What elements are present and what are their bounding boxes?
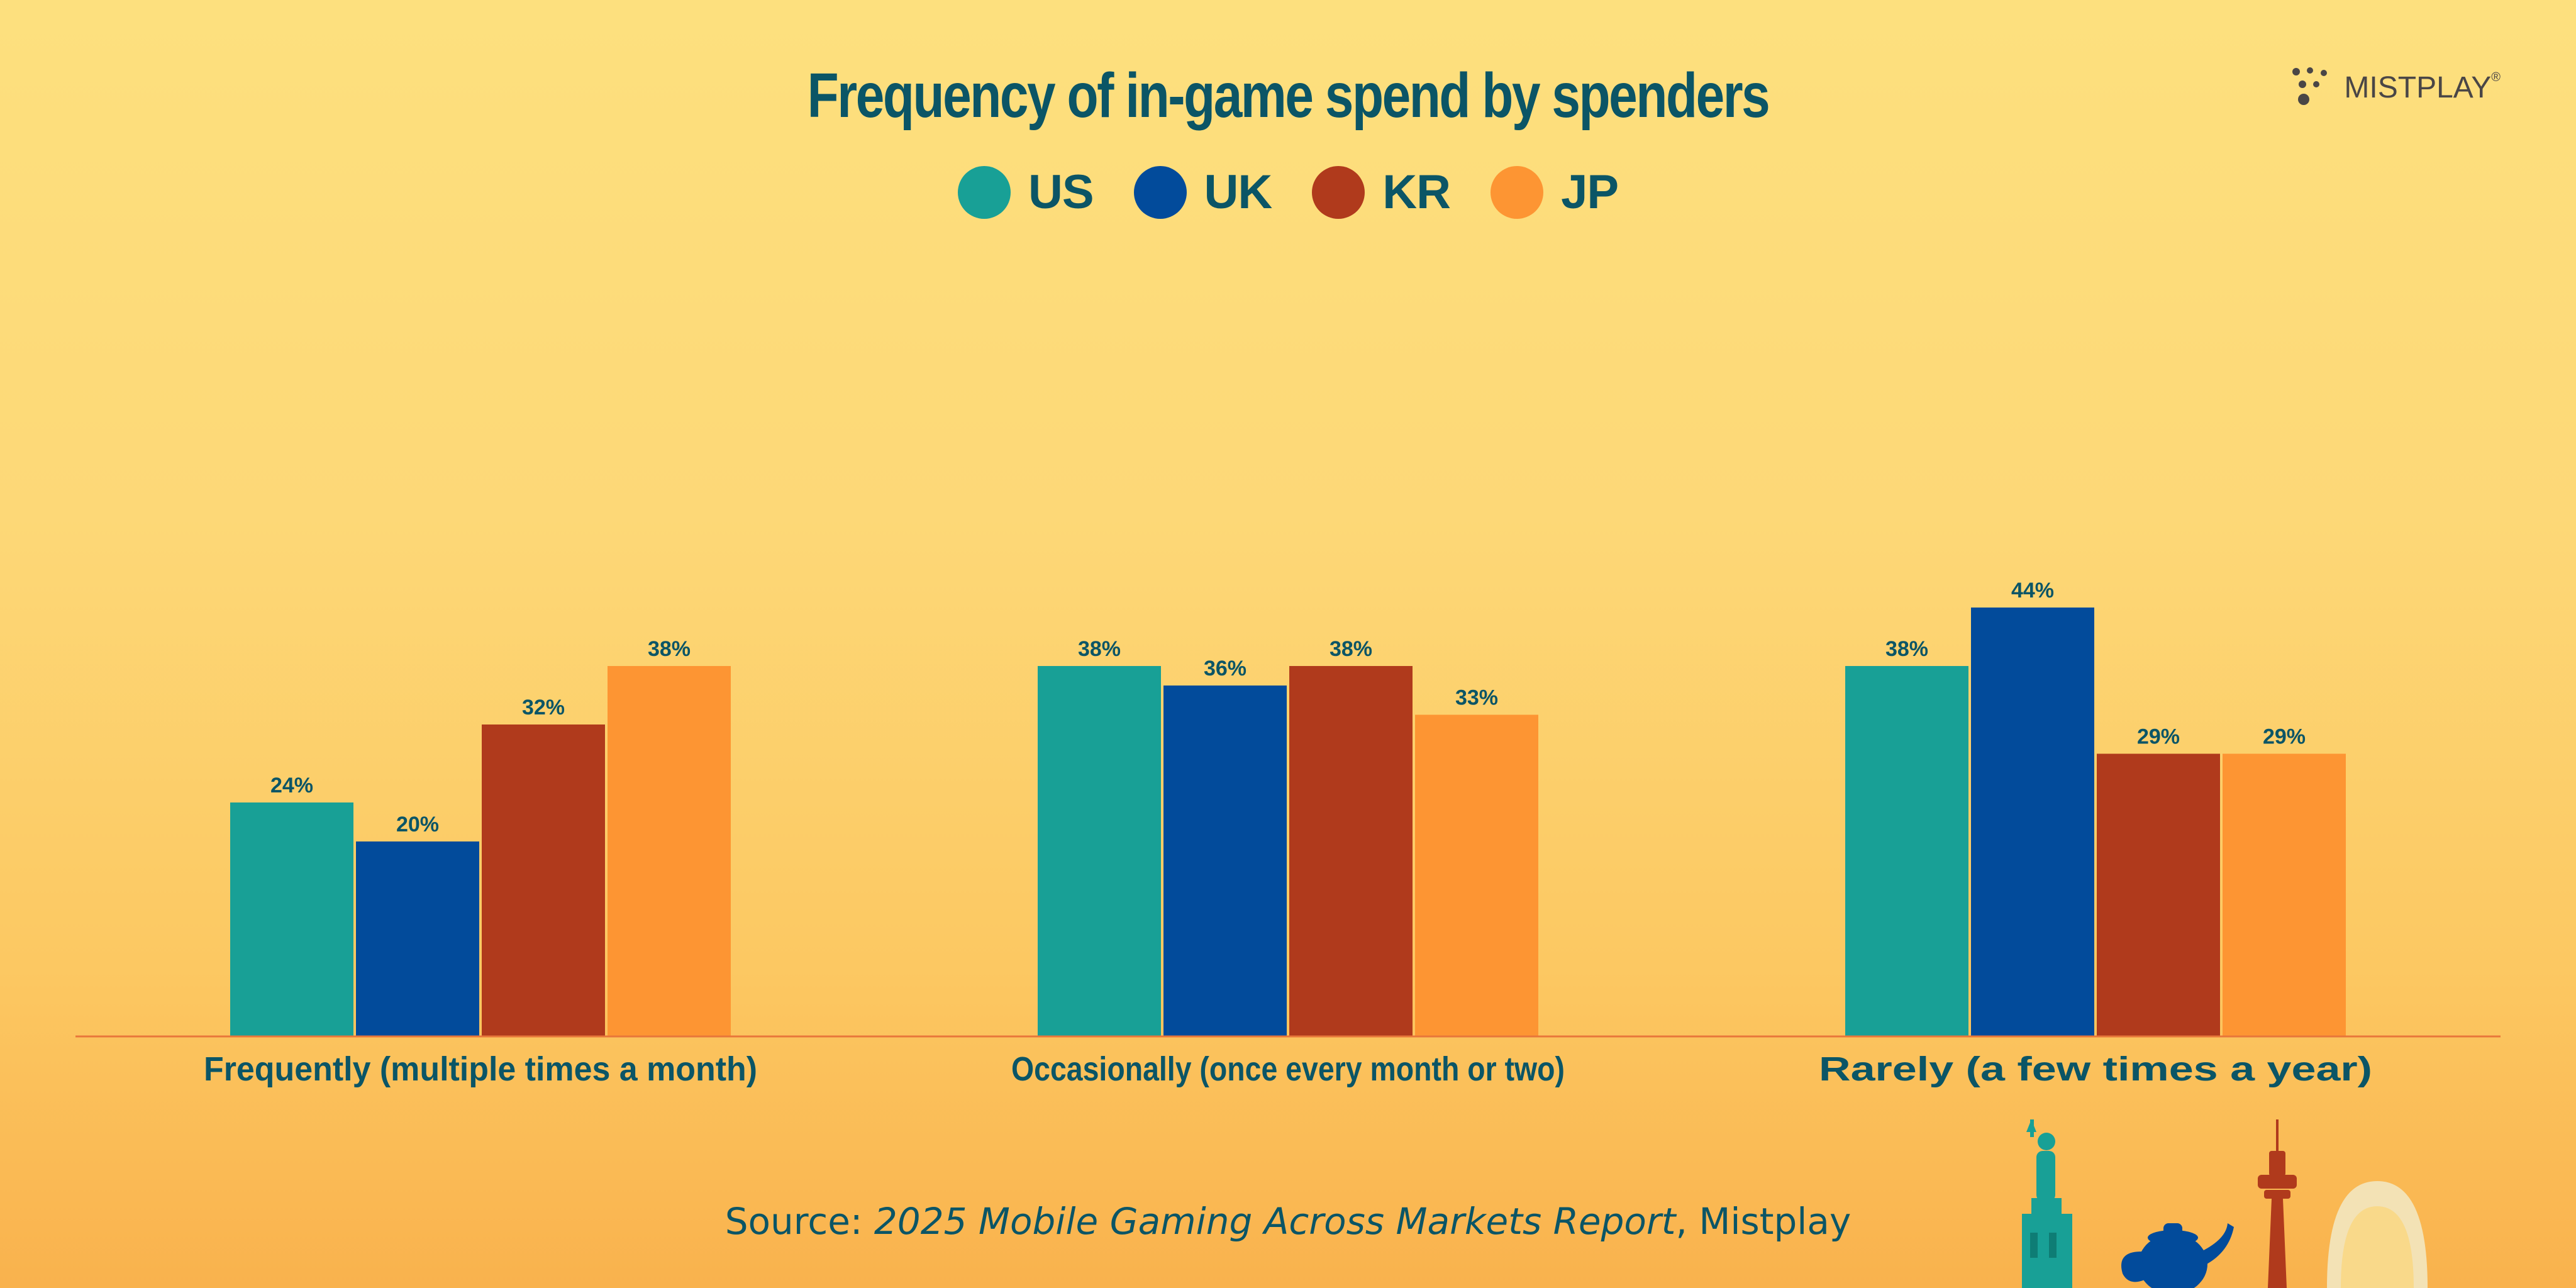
bar-uk-0 [356,841,479,1036]
legend: US UK KR JP [0,165,2576,219]
data-label-kr-2: 29% [2137,725,2180,749]
legend-label-uk: UK [1204,165,1273,219]
legend-item-us: US [957,165,1094,219]
data-label-jp-0: 38% [648,637,691,661]
source-prefix: Source: [724,1200,874,1243]
data-label-us-2: 38% [1885,637,1928,661]
legend-label-jp: JP [1561,165,1619,219]
data-label-us-1: 38% [1078,637,1121,661]
legend-swatch-us [957,165,1011,219]
seoul-tower-icon [2258,1119,2297,1288]
source-note: Source: 2025 Mobile Gaming Across Market… [0,1200,2576,1243]
bar-kr-0 [482,724,605,1036]
logo-dots-icon [2292,67,2328,105]
legend-item-uk: UK [1133,165,1273,219]
bar-jp-0 [608,666,731,1036]
brand-name: MISTPLAY® [2344,70,2501,105]
bar-us-1 [1038,666,1161,1036]
bar-jp-2 [2223,753,2346,1036]
data-label-uk-0: 20% [396,813,439,836]
data-label-kr-1: 38% [1330,637,1372,661]
legend-swatch-jp [1491,165,1544,219]
data-label-uk-2: 44% [2011,579,2054,602]
legend-swatch-uk [1133,165,1187,219]
bar-jp-1 [1415,714,1538,1036]
bar-uk-2 [1971,608,2094,1036]
data-label-jp-2: 29% [2263,725,2306,749]
source-report: 2025 Mobile Gaming Across Markets Report [874,1200,1676,1243]
lantern-icon [2327,1181,2428,1288]
legend-item-jp: JP [1491,165,1619,219]
bar-uk-1 [1163,686,1287,1036]
category-label-1: Occasionally (once every month or two) [1011,1050,1565,1088]
brand-logo: MISTPLAY® [2290,65,2501,109]
category-label-0: Frequently (multiple times a month) [204,1050,757,1088]
bar-us-2 [1845,666,1968,1036]
legend-swatch-kr [1312,165,1365,219]
chart-title: Frequency of in-game spend by spenders [807,60,1770,131]
bar-kr-2 [2097,753,2220,1036]
teapot-icon [2121,1223,2234,1288]
source-suffix: , Mistplay [1675,1200,1852,1243]
data-label-kr-0: 32% [522,696,565,719]
brand-registered-mark: ® [2491,70,2501,84]
data-label-jp-1: 33% [1455,686,1498,710]
bar-kr-1 [1289,666,1413,1036]
category-label-2: Rarely (a few times a year) [1819,1050,2372,1088]
legend-label-us: US [1028,165,1094,219]
data-label-us-0: 24% [270,774,313,797]
bar-us-0 [230,802,353,1036]
statue-of-liberty-icon [2022,1119,2072,1288]
legend-item-kr: KR [1312,165,1451,219]
legend-label-kr: KR [1382,165,1451,219]
brand-name-text: MISTPLAY [2344,70,2492,104]
data-label-uk-1: 36% [1204,657,1246,680]
